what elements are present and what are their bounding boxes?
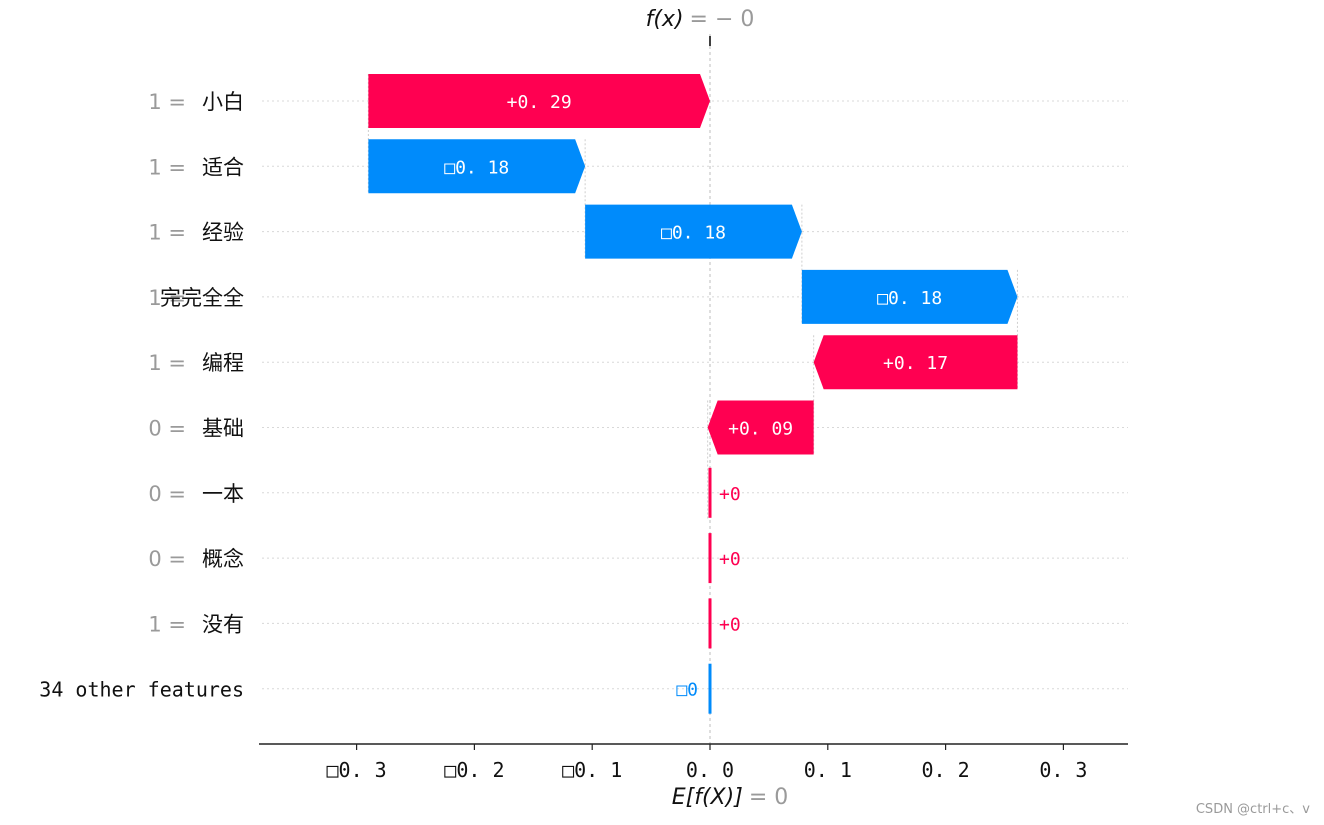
feature-name-label: 概念: [202, 547, 244, 571]
feature-bar: [708, 598, 712, 649]
x-tick-label: 0. 0: [686, 758, 734, 782]
feature-value-label: 1 =: [148, 90, 186, 114]
feature-bar: [707, 400, 814, 455]
x-tick-label: 0. 3: [1039, 758, 1087, 782]
bar-value-label: □0. 18: [444, 157, 509, 178]
feature-value-label: 0 =: [148, 482, 186, 506]
bar-value-label: +0. 09: [728, 419, 793, 440]
feature-bar: [708, 467, 712, 518]
feature-bar: [801, 269, 1018, 324]
x-tick-label: 0. 2: [922, 758, 970, 782]
feature-name-label: 基础: [202, 417, 244, 441]
feature-name-label: 小白: [202, 90, 244, 114]
bar-value-label: □0. 18: [661, 223, 726, 244]
watermark: CSDN @ctrl+c、v: [1195, 802, 1310, 817]
feature-value-label: 1 =: [148, 286, 186, 310]
feature-value-label: 1 =: [148, 155, 186, 179]
feature-bar: [708, 533, 712, 584]
feature-name-label: 经验: [202, 221, 244, 245]
feature-bar: [813, 335, 1018, 390]
bar-value-label: +0: [719, 484, 741, 505]
x-tick-label: □0. 1: [562, 758, 622, 782]
bar-value-label: □0. 18: [877, 288, 942, 309]
feature-name-label: 没有: [202, 612, 244, 636]
feature-value-label: 0 =: [148, 547, 186, 571]
feature-value-label: 1 =: [148, 351, 186, 375]
x-tick-label: 0. 1: [804, 758, 852, 782]
bar-value-label: +0. 17: [883, 353, 948, 374]
feature-name-label: 34 other features: [39, 678, 244, 702]
feature-bar: [368, 139, 586, 194]
feature-value-label: 1 =: [148, 221, 186, 245]
expected-value-label: E[f(X)] = 0: [672, 785, 789, 810]
feature-name-label: 适合: [202, 155, 244, 179]
fx-label: f(x) = − 0: [646, 7, 755, 32]
feature-bar: [368, 74, 710, 128]
feature-name-label: 编程: [202, 351, 244, 375]
bar-value-label: +0. 29: [507, 92, 572, 113]
feature-name-label: 完完全全: [160, 286, 244, 310]
bar-value-label: +0: [719, 614, 741, 635]
x-tick-label: □0. 3: [326, 758, 386, 782]
feature-bar: [585, 204, 802, 259]
bar-value-label: +0: [719, 549, 741, 570]
x-tick-label: □0. 2: [444, 758, 504, 782]
feature-value-label: 1 =: [148, 612, 186, 636]
bar-value-label: □0: [676, 680, 698, 701]
feature-bar: [708, 663, 712, 714]
feature-name-label: 一本: [202, 482, 244, 506]
feature-value-label: 0 =: [148, 417, 186, 441]
